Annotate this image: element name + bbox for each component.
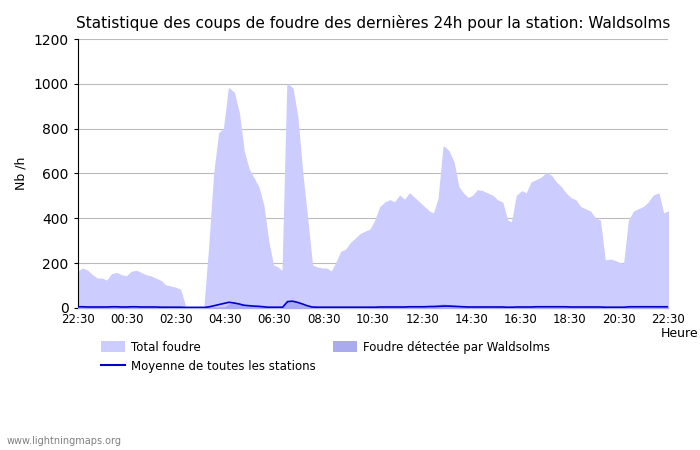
X-axis label: Heure: Heure (661, 327, 699, 340)
Legend: Total foudre, Moyenne de toutes les stations, Foudre détectée par Waldsolms: Total foudre, Moyenne de toutes les stat… (97, 336, 554, 377)
Text: www.lightningmaps.org: www.lightningmaps.org (7, 436, 122, 446)
Y-axis label: Nb /h: Nb /h (15, 157, 28, 190)
Title: Statistique des coups de foudre des dernières 24h pour la station: Waldsolms: Statistique des coups de foudre des dern… (76, 15, 670, 31)
